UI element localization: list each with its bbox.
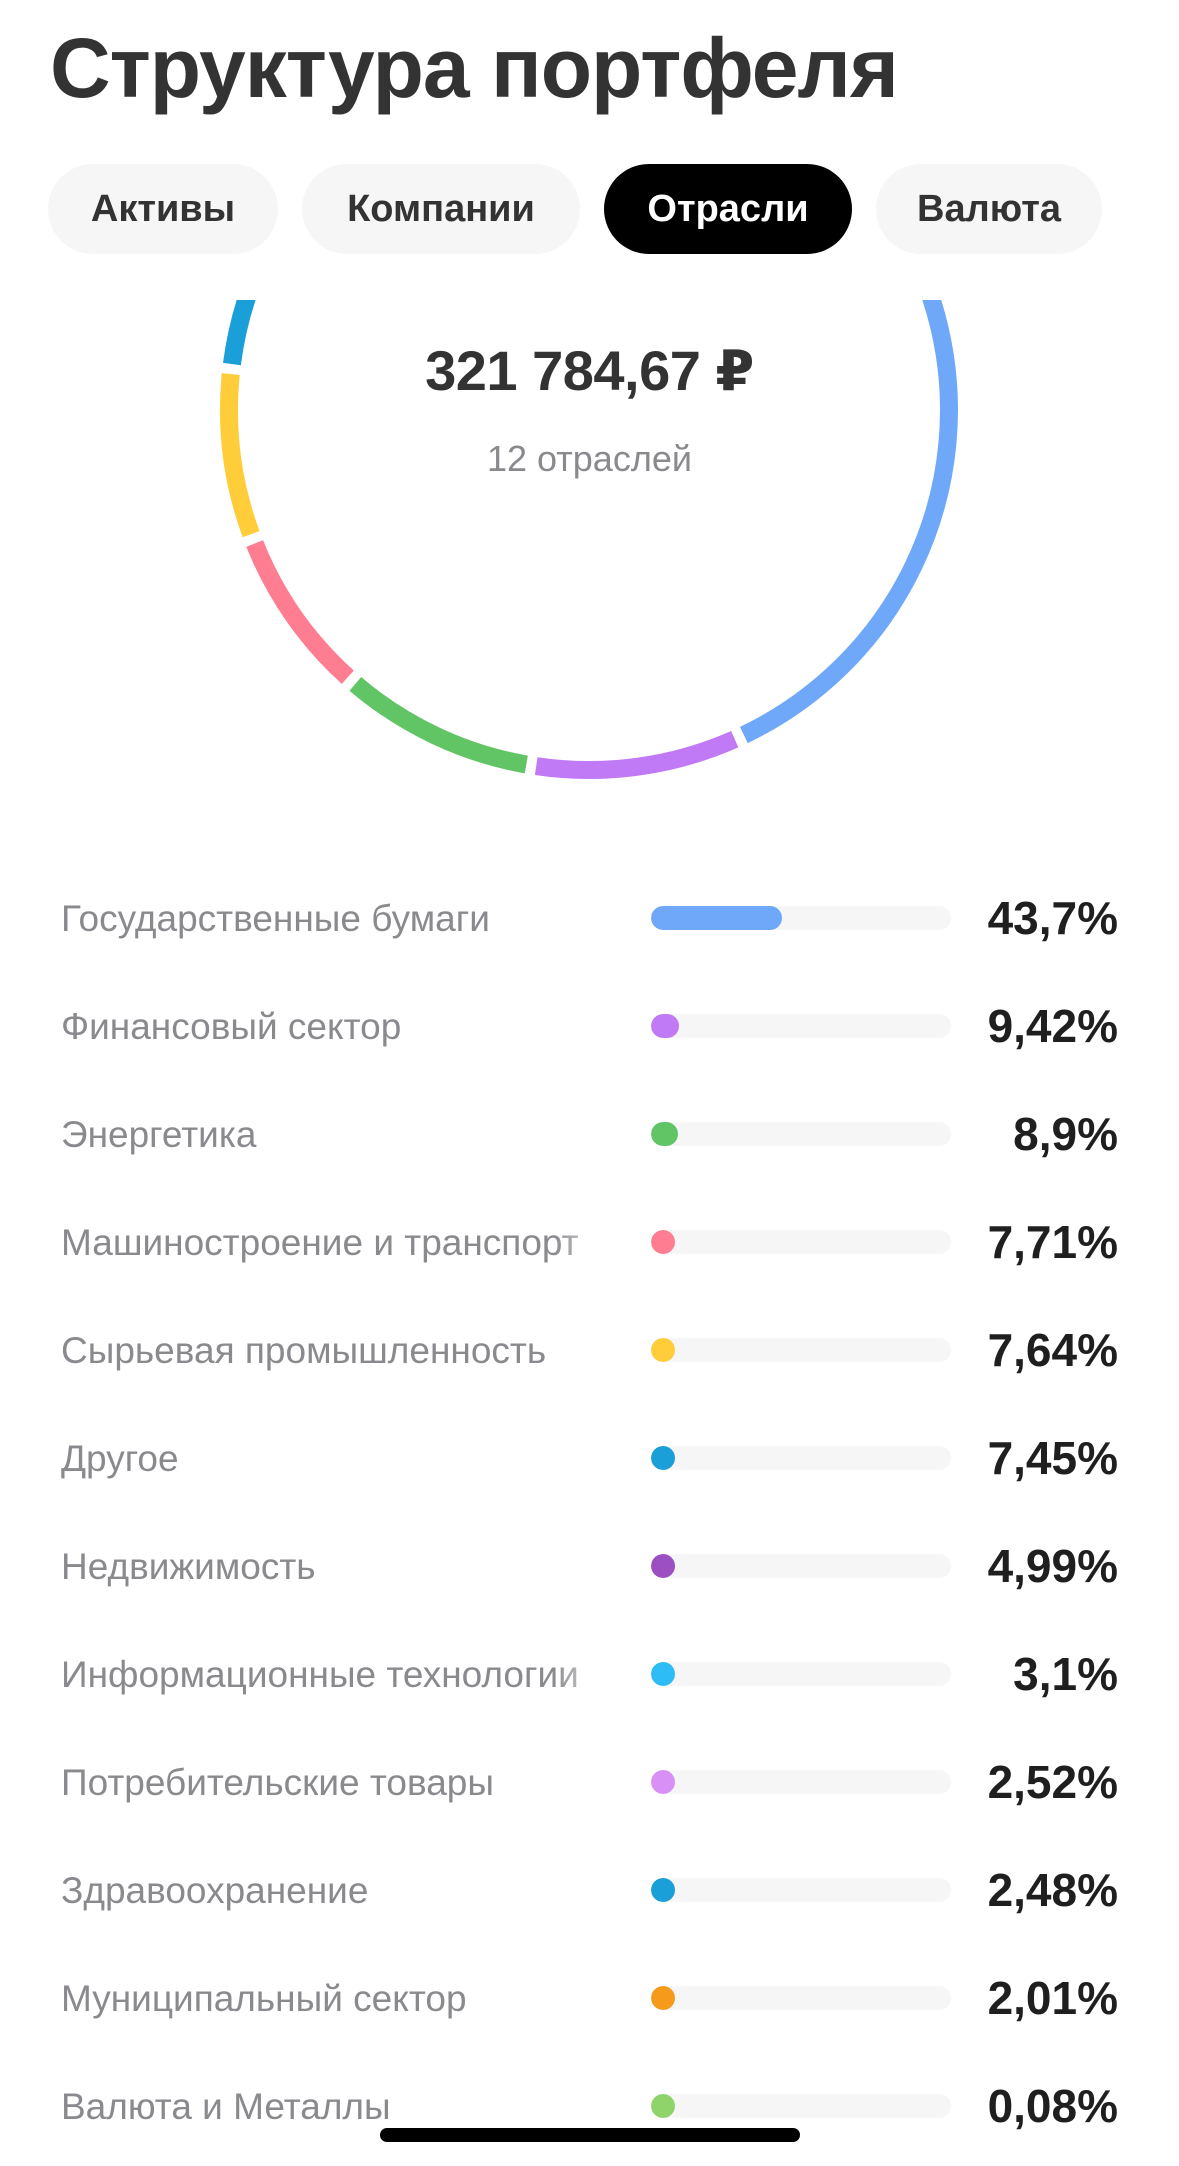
legend-label: Информационные технологии [61, 1654, 579, 1695]
tab-companies[interactable]: Компании [302, 164, 580, 254]
legend-label: Другое [61, 1438, 179, 1479]
legend-row[interactable]: Информационные технологии 3,1% [0, 1626, 1179, 1734]
legend-bar-fill [651, 1014, 680, 1038]
donut-segment[interactable] [349, 677, 528, 774]
legend-percent: 8,9% [1013, 1108, 1118, 1160]
legend-label: Энергетика [61, 1114, 257, 1155]
home-indicator [380, 2128, 800, 2142]
tab-currency[interactable]: Валюта [876, 164, 1102, 254]
legend-label: Здравоохранение [61, 1870, 369, 1911]
legend-label: Валюта и Металлы [61, 2086, 391, 2127]
tab-industries[interactable]: Отрасли [604, 164, 852, 254]
legend-label: Сырьевая промышленность [61, 1330, 547, 1371]
legend-bar-fill [651, 906, 783, 930]
legend-row[interactable]: Здравоохранение 2,48% [0, 1842, 1179, 1950]
legend-row[interactable]: Недвижимость 4,99% [0, 1518, 1179, 1626]
legend-bar-track [651, 1662, 951, 1686]
industries-count: 12 отраслей [487, 438, 692, 479]
legend-row[interactable]: Другое 7,45% [0, 1410, 1179, 1518]
donut-segment[interactable] [246, 540, 354, 684]
legend-label: Государственные бумаги [61, 898, 490, 939]
legend-percent: 9,42% [987, 1000, 1118, 1052]
legend-bar-fill [651, 1446, 675, 1470]
industry-legend-list: Государственные бумаги 43,7% Финансовый се… [0, 870, 1179, 2166]
legend-percent: 7,64% [987, 1324, 1118, 1376]
donut-segment[interactable] [223, 300, 286, 366]
legend-percent: 2,48% [987, 1864, 1118, 1916]
legend-label: Машиностроение и транспорт [61, 1222, 579, 1263]
legend-bar-track [651, 1014, 951, 1038]
legend-bar-track [651, 1338, 951, 1362]
donut-chart-svg [220, 300, 958, 779]
legend-bar-track [651, 1230, 951, 1254]
legend-bar-fill [651, 1230, 675, 1254]
legend-bar-fill [651, 1662, 675, 1686]
legend-bar-fill [651, 1770, 675, 1794]
legend-bar-fill [651, 1122, 678, 1146]
portfolio-total-value: 321 784,67 ₽ [425, 339, 754, 402]
legend-row[interactable]: Государственные бумаги 43,7% [0, 870, 1179, 978]
legend-row[interactable]: Сырьевая промышленность 7,64% [0, 1302, 1179, 1410]
legend-bar-fill [651, 1986, 675, 2010]
legend-bar-track [651, 1122, 951, 1146]
legend-row[interactable]: Энергетика 8,9% [0, 1086, 1179, 1194]
legend-percent: 7,71% [987, 1216, 1118, 1268]
legend-bar-fill [651, 2094, 675, 2118]
legend-bar-track [651, 1986, 951, 2010]
legend-label: Финансовый сектор [61, 1006, 402, 1047]
legend-percent: 2,52% [987, 1756, 1118, 1808]
legend-row[interactable]: Муниципальный сектор 2,01% [0, 1950, 1179, 2058]
legend-bar-track [651, 1770, 951, 1794]
legend-bar-track [651, 1878, 951, 1902]
legend-bar-track [651, 1446, 951, 1470]
legend-row[interactable]: Потребительские товары 2,52% [0, 1734, 1179, 1842]
legend-row[interactable]: Машиностроение и транспорт 7,71% [0, 1194, 1179, 1302]
legend-row[interactable]: Финансовый сектор 9,42% [0, 978, 1179, 1086]
legend-bar-fill [651, 1554, 675, 1578]
legend-label: Недвижимость [61, 1546, 316, 1587]
legend-bar-track [651, 1554, 951, 1578]
legend-bar-fill [651, 1338, 675, 1362]
donut-chart [0, 300, 1179, 800]
legend-bar-track [651, 2094, 951, 2118]
legend-bar-fill [651, 1878, 675, 1902]
donut-segment[interactable] [581, 300, 958, 744]
donut-segment[interactable] [534, 730, 739, 779]
legend-percent: 4,99% [987, 1540, 1118, 1592]
segment-tabs: Активы Компании Отрасли Валюта [48, 164, 1102, 254]
legend-row[interactable]: Валюта и Металлы 0,08% [0, 2058, 1179, 2166]
legend-percent: 7,45% [987, 1432, 1118, 1484]
legend-bar-track [651, 906, 951, 930]
legend-label: Потребительские товары [61, 1762, 494, 1803]
legend-percent: 3,1% [1013, 1648, 1118, 1700]
donut-segment[interactable] [220, 373, 260, 538]
legend-percent: 2,01% [987, 1972, 1118, 2024]
page-title: Структура портфеля [50, 21, 899, 115]
legend-label: Муниципальный сектор [61, 1978, 467, 2019]
tab-assets[interactable]: Активы [48, 164, 278, 254]
legend-percent: 0,08% [987, 2080, 1118, 2132]
legend-percent: 43,7% [987, 892, 1118, 944]
